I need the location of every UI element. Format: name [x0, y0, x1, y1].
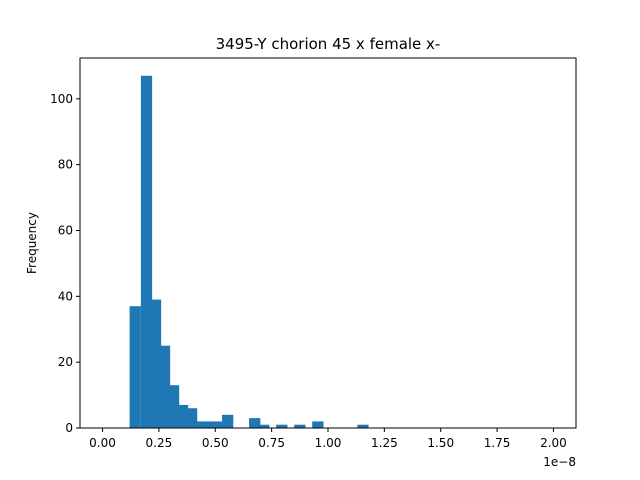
- x-tick-label: 0.00: [89, 436, 116, 450]
- y-axis-label: Frequency: [25, 212, 39, 274]
- x-axis-ticks: 0.00 0.25 0.50 0.75 1.00 1.25 1.50 1.75 2.00: [89, 428, 567, 450]
- x-tick-label: 1.75: [484, 436, 511, 450]
- histogram-bar: [258, 424, 270, 428]
- x-tick-label: 0.50: [202, 436, 229, 450]
- x-tick-label: 1.00: [315, 436, 342, 450]
- histogram-bar: [167, 385, 180, 428]
- x-axis-offset-label: 1e−8: [543, 455, 576, 469]
- histogram-bar: [129, 306, 141, 428]
- x-tick-label: 1.50: [427, 436, 454, 450]
- x-tick-label: 1.25: [371, 436, 398, 450]
- x-tick-label: 0.75: [258, 436, 285, 450]
- chart-title: 3495-Y chorion 45 x female x-: [216, 35, 441, 53]
- y-tick-label: 40: [58, 289, 73, 303]
- histogram-bar: [249, 418, 261, 428]
- y-tick-label: 100: [50, 92, 73, 106]
- histogram-bar: [140, 75, 153, 428]
- histogram-bar: [204, 421, 216, 428]
- histogram-bar: [194, 421, 207, 428]
- histogram-bar: [357, 424, 369, 428]
- y-tick-label: 60: [58, 223, 73, 237]
- histogram-bar: [158, 345, 171, 428]
- y-tick-label: 80: [58, 158, 73, 172]
- histogram-bar: [276, 424, 288, 428]
- histogram-bar: [222, 414, 234, 428]
- x-tick-label: 0.25: [146, 436, 173, 450]
- histogram-bar: [312, 421, 324, 428]
- x-tick-label: 2.00: [540, 436, 567, 450]
- histogram-bar: [149, 299, 162, 428]
- y-axis-ticks: 0 20 40 60 80 100: [50, 92, 80, 435]
- bars-group: [129, 75, 369, 428]
- histogram-bar: [176, 404, 189, 428]
- histogram-bar: [213, 421, 225, 428]
- y-tick-label: 20: [58, 355, 73, 369]
- histogram-bar: [294, 424, 306, 428]
- y-tick-label: 0: [65, 421, 73, 435]
- histogram-bar: [185, 408, 198, 428]
